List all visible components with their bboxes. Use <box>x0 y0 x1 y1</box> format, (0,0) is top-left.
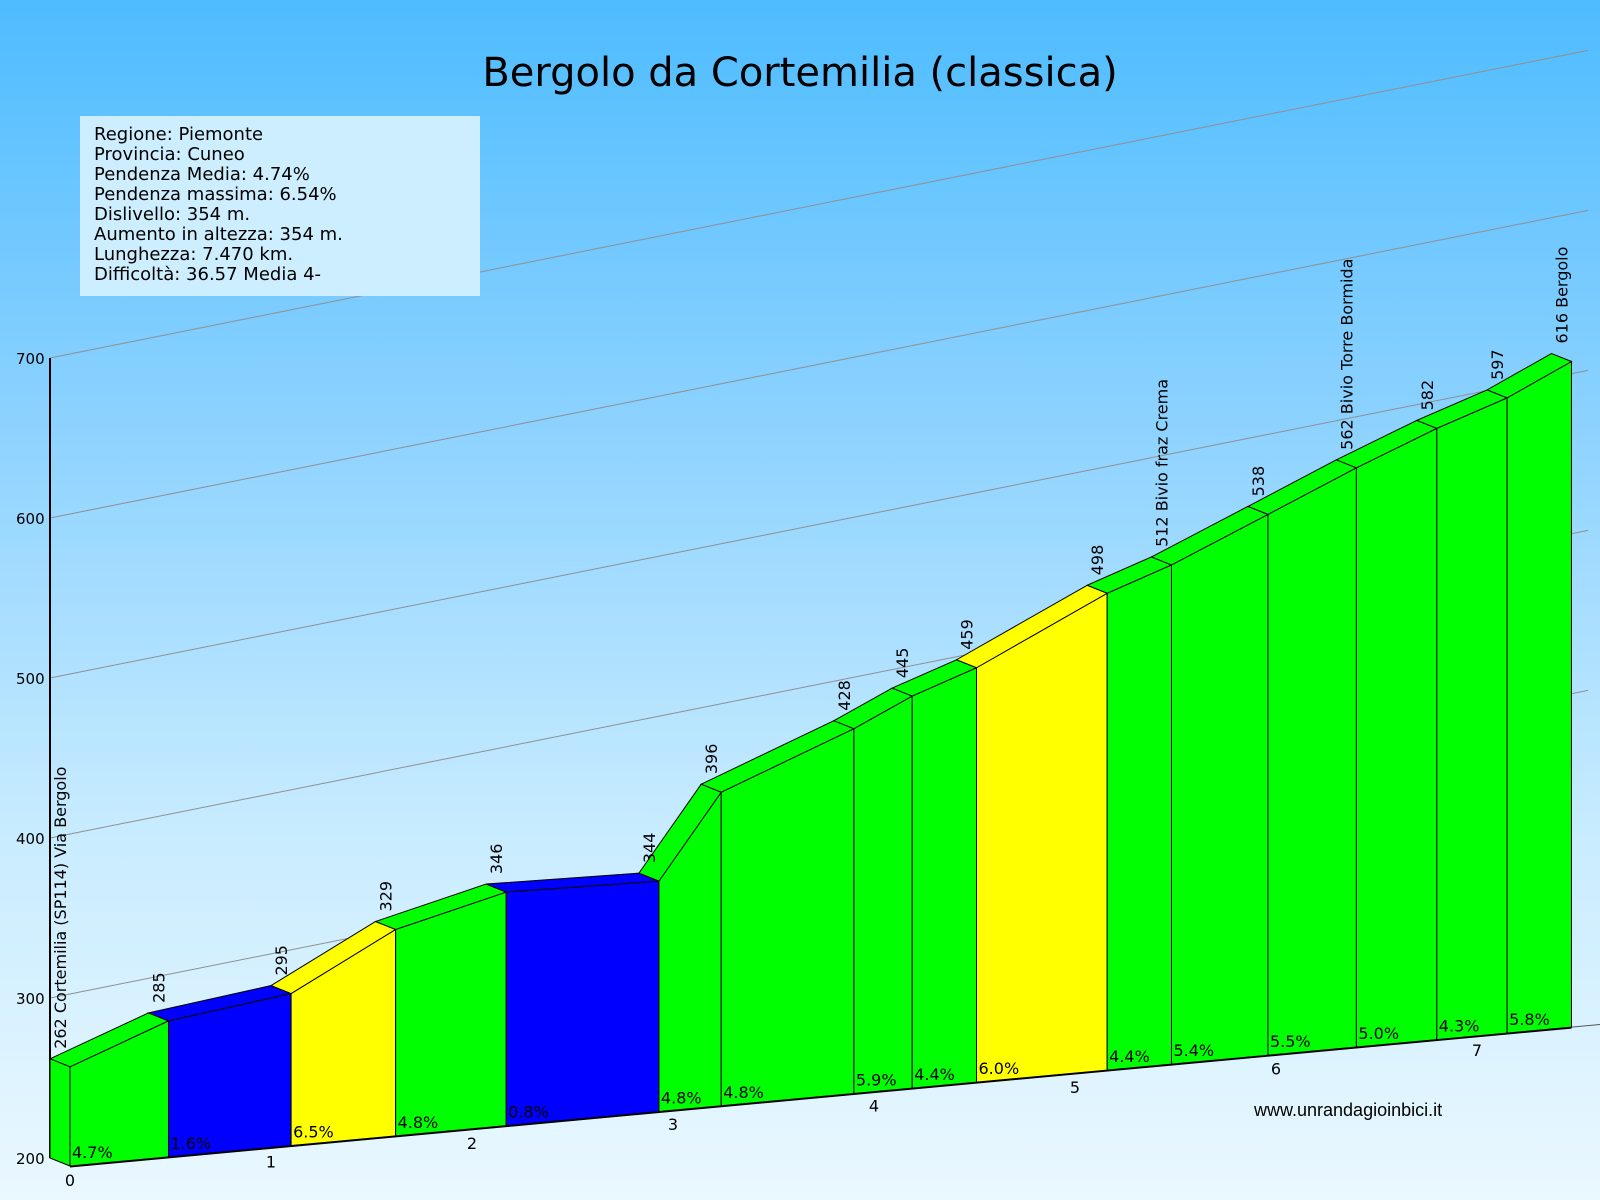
elevation-point-label: 445 <box>893 648 912 679</box>
elevation-point-label: 562 Bivio Torre Bormida <box>1337 259 1356 450</box>
x-tick-label: 5 <box>1070 1078 1080 1097</box>
profile-segment-face <box>976 592 1108 1083</box>
info-difficulty: Difficoltà: 36.57 Media 4- <box>94 264 322 285</box>
x-tick-label: 6 <box>1271 1059 1281 1078</box>
profile-segment-face <box>1436 397 1508 1041</box>
elevation-point-label: 396 <box>702 744 721 775</box>
elevation-gridline <box>49 49 1589 359</box>
segment-gradient-label: 4.3% <box>1439 1017 1480 1036</box>
info-elevation-gain: Aumento in altezza: 354 m. <box>94 224 343 245</box>
segment-gradient-label: 4.4% <box>1109 1047 1150 1066</box>
elevation-point-label: 285 <box>149 972 168 1003</box>
info-elevation-difference: Dislivello: 354 m. <box>94 204 251 225</box>
segment-gradient-label: 5.8% <box>1509 1010 1550 1029</box>
info-length: Lunghezza: 7.470 km. <box>94 244 294 265</box>
x-tick-label: 1 <box>266 1152 276 1171</box>
segment-gradient-label: 4.8% <box>723 1083 764 1102</box>
elevation-point-label: 498 <box>1088 545 1107 576</box>
profile-segment-face <box>395 891 507 1137</box>
elevation-point-label: 616 Bergolo <box>1552 247 1571 344</box>
elevation-point-label: 459 <box>958 619 977 650</box>
segment-gradient-label: 5.9% <box>856 1070 897 1089</box>
elevation-point-label: 428 <box>835 680 854 711</box>
x-tick-label: 0 <box>65 1171 75 1190</box>
y-tick-label: 400 <box>16 830 45 848</box>
elevation-point-label: 538 <box>1249 466 1268 497</box>
elevation-point-label: 582 <box>1418 380 1437 411</box>
segment-gradient-label: 5.5% <box>1270 1032 1311 1051</box>
road-extension-line <box>1571 1023 1600 1028</box>
elevation-point-label: 346 <box>487 844 506 875</box>
profile-segment-face <box>1170 513 1269 1065</box>
segment-gradient-label: 0.8% <box>508 1103 549 1122</box>
segment-gradient-label: 4.7% <box>72 1143 113 1162</box>
profile-side-face <box>49 1058 71 1167</box>
y-tick-label: 300 <box>16 990 45 1008</box>
segment-gradient-label: 5.4% <box>1173 1041 1214 1060</box>
profile-segment-face <box>505 880 660 1127</box>
chart-title: Bergolo da Cortemilia (classica) <box>482 50 1118 96</box>
y-tick-label: 700 <box>16 350 45 368</box>
segment-gradient-label: 6.5% <box>293 1123 334 1142</box>
segment-gradient-label: 5.0% <box>1358 1024 1399 1043</box>
elevation-gridline <box>49 209 1589 519</box>
profile-segment-face <box>1506 360 1572 1034</box>
elevation-point-label: 344 <box>640 833 659 864</box>
info-region: Regione: Piemonte <box>94 124 264 145</box>
segment-gradient-label: 4.8% <box>661 1089 702 1108</box>
info-max-gradient: Pendenza massima: 6.54% <box>94 184 337 205</box>
segment-gradient-label: 6.0% <box>979 1059 1020 1078</box>
profile-segment-face <box>853 695 913 1095</box>
segment-gradient-label: 1.6% <box>170 1134 211 1153</box>
y-tick-label: 200 <box>16 1150 45 1168</box>
profile-segment-face <box>167 992 292 1158</box>
info-box: Regione: Piemonte Provincia: Cuneo Pende… <box>80 116 480 296</box>
x-tick-label: 2 <box>467 1134 477 1153</box>
x-tick-label: 4 <box>869 1097 879 1116</box>
profile-segment-face <box>1267 466 1357 1056</box>
elevation-point-label: 262 Cortemilia (SP114) Via Bergolo <box>51 767 70 1049</box>
segment-gradient-label: 4.8% <box>398 1113 439 1132</box>
website-credit: www.unrandagioinbici.it <box>1254 1100 1443 1120</box>
y-tick-label: 600 <box>16 510 45 528</box>
segment-gradient-label: 4.4% <box>914 1065 955 1084</box>
profile-segment-face <box>1106 564 1172 1071</box>
profile-segment-face <box>720 727 855 1107</box>
profile-segment-top <box>1485 352 1573 399</box>
x-tick-label: 7 <box>1472 1041 1482 1060</box>
elevation-point-label: 295 <box>272 945 291 976</box>
elevation-point-label: 329 <box>377 881 396 912</box>
x-tick-label: 3 <box>668 1115 678 1134</box>
elevation-gridline <box>49 369 1589 679</box>
info-province: Provincia: Cuneo <box>94 144 245 165</box>
elevation-point-label: 512 Bivio fraz Crema <box>1152 379 1171 547</box>
elevation-point-label: 597 <box>1488 349 1507 380</box>
profile-segment-face <box>911 666 978 1089</box>
profile-segment-face <box>1355 427 1438 1048</box>
info-average-gradient: Pendenza Media: 4.74% <box>94 164 310 185</box>
y-tick-label: 500 <box>16 670 45 688</box>
